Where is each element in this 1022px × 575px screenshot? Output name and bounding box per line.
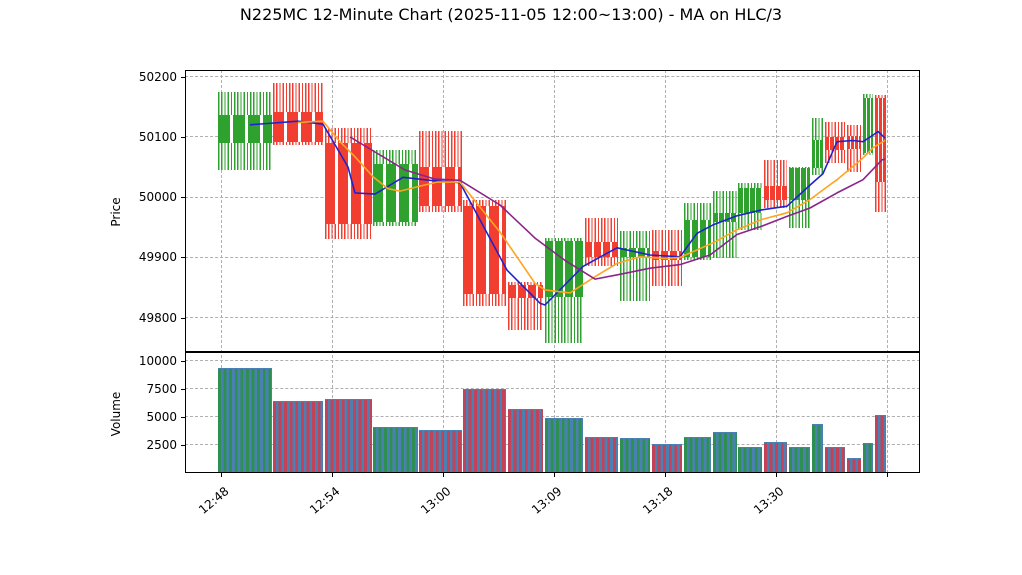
- x-tick-label: 12:54: [214, 480, 342, 517]
- time-gridline: [220, 70, 222, 473]
- time-tick-mark: [665, 473, 666, 477]
- volume-bar: [620, 438, 650, 472]
- price-tick-mark: [181, 76, 185, 78]
- volume-bar: [545, 418, 583, 472]
- volume-gridline: [185, 388, 920, 390]
- volume-tick-label: 7500: [146, 381, 177, 396]
- volume-bar: [789, 447, 810, 472]
- volume-bar: [875, 414, 886, 472]
- candle-body: [419, 167, 462, 206]
- volume-bar: [652, 443, 682, 472]
- candle-body: [508, 284, 543, 298]
- time-tick-mark: [887, 473, 888, 477]
- candle-body: [652, 251, 682, 260]
- candle-body: [325, 142, 372, 225]
- candle-body: [273, 111, 323, 142]
- price-tick-label: 50100: [138, 129, 177, 144]
- volume-bar: [863, 442, 873, 472]
- candle-wick: [713, 191, 737, 258]
- x-tick-label: 12:48: [103, 480, 231, 517]
- price-tick-mark: [181, 136, 185, 138]
- volume-tick-mark: [181, 444, 185, 446]
- candle-body: [812, 139, 823, 168]
- candle-body: [863, 97, 873, 154]
- volume-bar: [373, 427, 418, 472]
- time-tick-mark: [554, 473, 555, 477]
- candle-body: [875, 97, 886, 183]
- candle-body: [684, 220, 711, 258]
- x-tick-label: 13:00: [325, 480, 453, 517]
- candle-body: [585, 242, 618, 258]
- volume-bar: [684, 437, 711, 472]
- x-tick-label-text: 13:30: [751, 484, 787, 517]
- volume-tick-label: 2500: [146, 437, 177, 452]
- volume-bar: [273, 401, 323, 472]
- volume-bar: [812, 423, 823, 472]
- volume-tick-mark: [181, 388, 185, 390]
- volume-tick-mark: [181, 360, 185, 362]
- volume-bar: [764, 441, 787, 472]
- volume-tick-mark: [181, 416, 185, 418]
- candle-body: [738, 188, 762, 214]
- chart-title: N225MC 12-Minute Chart (2025-11-05 12:00…: [239, 5, 783, 24]
- volume-tick-label: 10000: [138, 353, 177, 368]
- candle-body: [463, 206, 506, 294]
- price-tick-mark: [181, 317, 185, 319]
- time-tick-mark: [221, 473, 222, 477]
- candle-body: [825, 136, 845, 151]
- candle-body: [545, 240, 583, 297]
- price-tick-label: 49900: [138, 250, 177, 265]
- volume-gridline: [185, 416, 920, 418]
- volume-bar: [585, 437, 618, 472]
- time-tick-mark: [443, 473, 444, 477]
- candle-wick: [620, 231, 650, 301]
- volume-bar: [847, 458, 861, 472]
- x-tick-label: 13:09: [436, 480, 564, 517]
- candle-body: [713, 212, 737, 222]
- volume-bar: [463, 388, 506, 472]
- volume-bar: [325, 399, 372, 472]
- volume-tick-label: 5000: [146, 409, 177, 424]
- volume-bar: [419, 430, 462, 472]
- time-tick-mark: [332, 473, 333, 477]
- candle-body: [847, 136, 861, 149]
- candle-wick: [764, 159, 787, 208]
- price-gridline: [185, 76, 920, 78]
- price-tick-label: 50200: [138, 69, 177, 84]
- price-tick-mark: [181, 197, 185, 199]
- time-gridline: [775, 70, 777, 473]
- price-tick-label: 50000: [138, 190, 177, 205]
- x-tick-label: 13:18: [547, 480, 675, 517]
- volume-bar: [508, 409, 543, 472]
- candle-body: [764, 186, 787, 200]
- price-tick-mark: [181, 257, 185, 259]
- time-tick-mark: [776, 473, 777, 477]
- volume-bar: [218, 367, 272, 472]
- candle-body: [218, 114, 272, 143]
- time-gridline: [886, 70, 888, 473]
- volume-bar: [825, 447, 845, 472]
- volume-bar: [713, 431, 737, 472]
- price-tick-label: 49800: [138, 310, 177, 325]
- volume-gridline: [185, 360, 920, 362]
- candle-body: [373, 164, 418, 223]
- x-tick-label: 13:30: [658, 480, 786, 517]
- candle-body: [789, 167, 810, 200]
- volume-bar: [738, 447, 762, 472]
- candle-body: [620, 247, 650, 257]
